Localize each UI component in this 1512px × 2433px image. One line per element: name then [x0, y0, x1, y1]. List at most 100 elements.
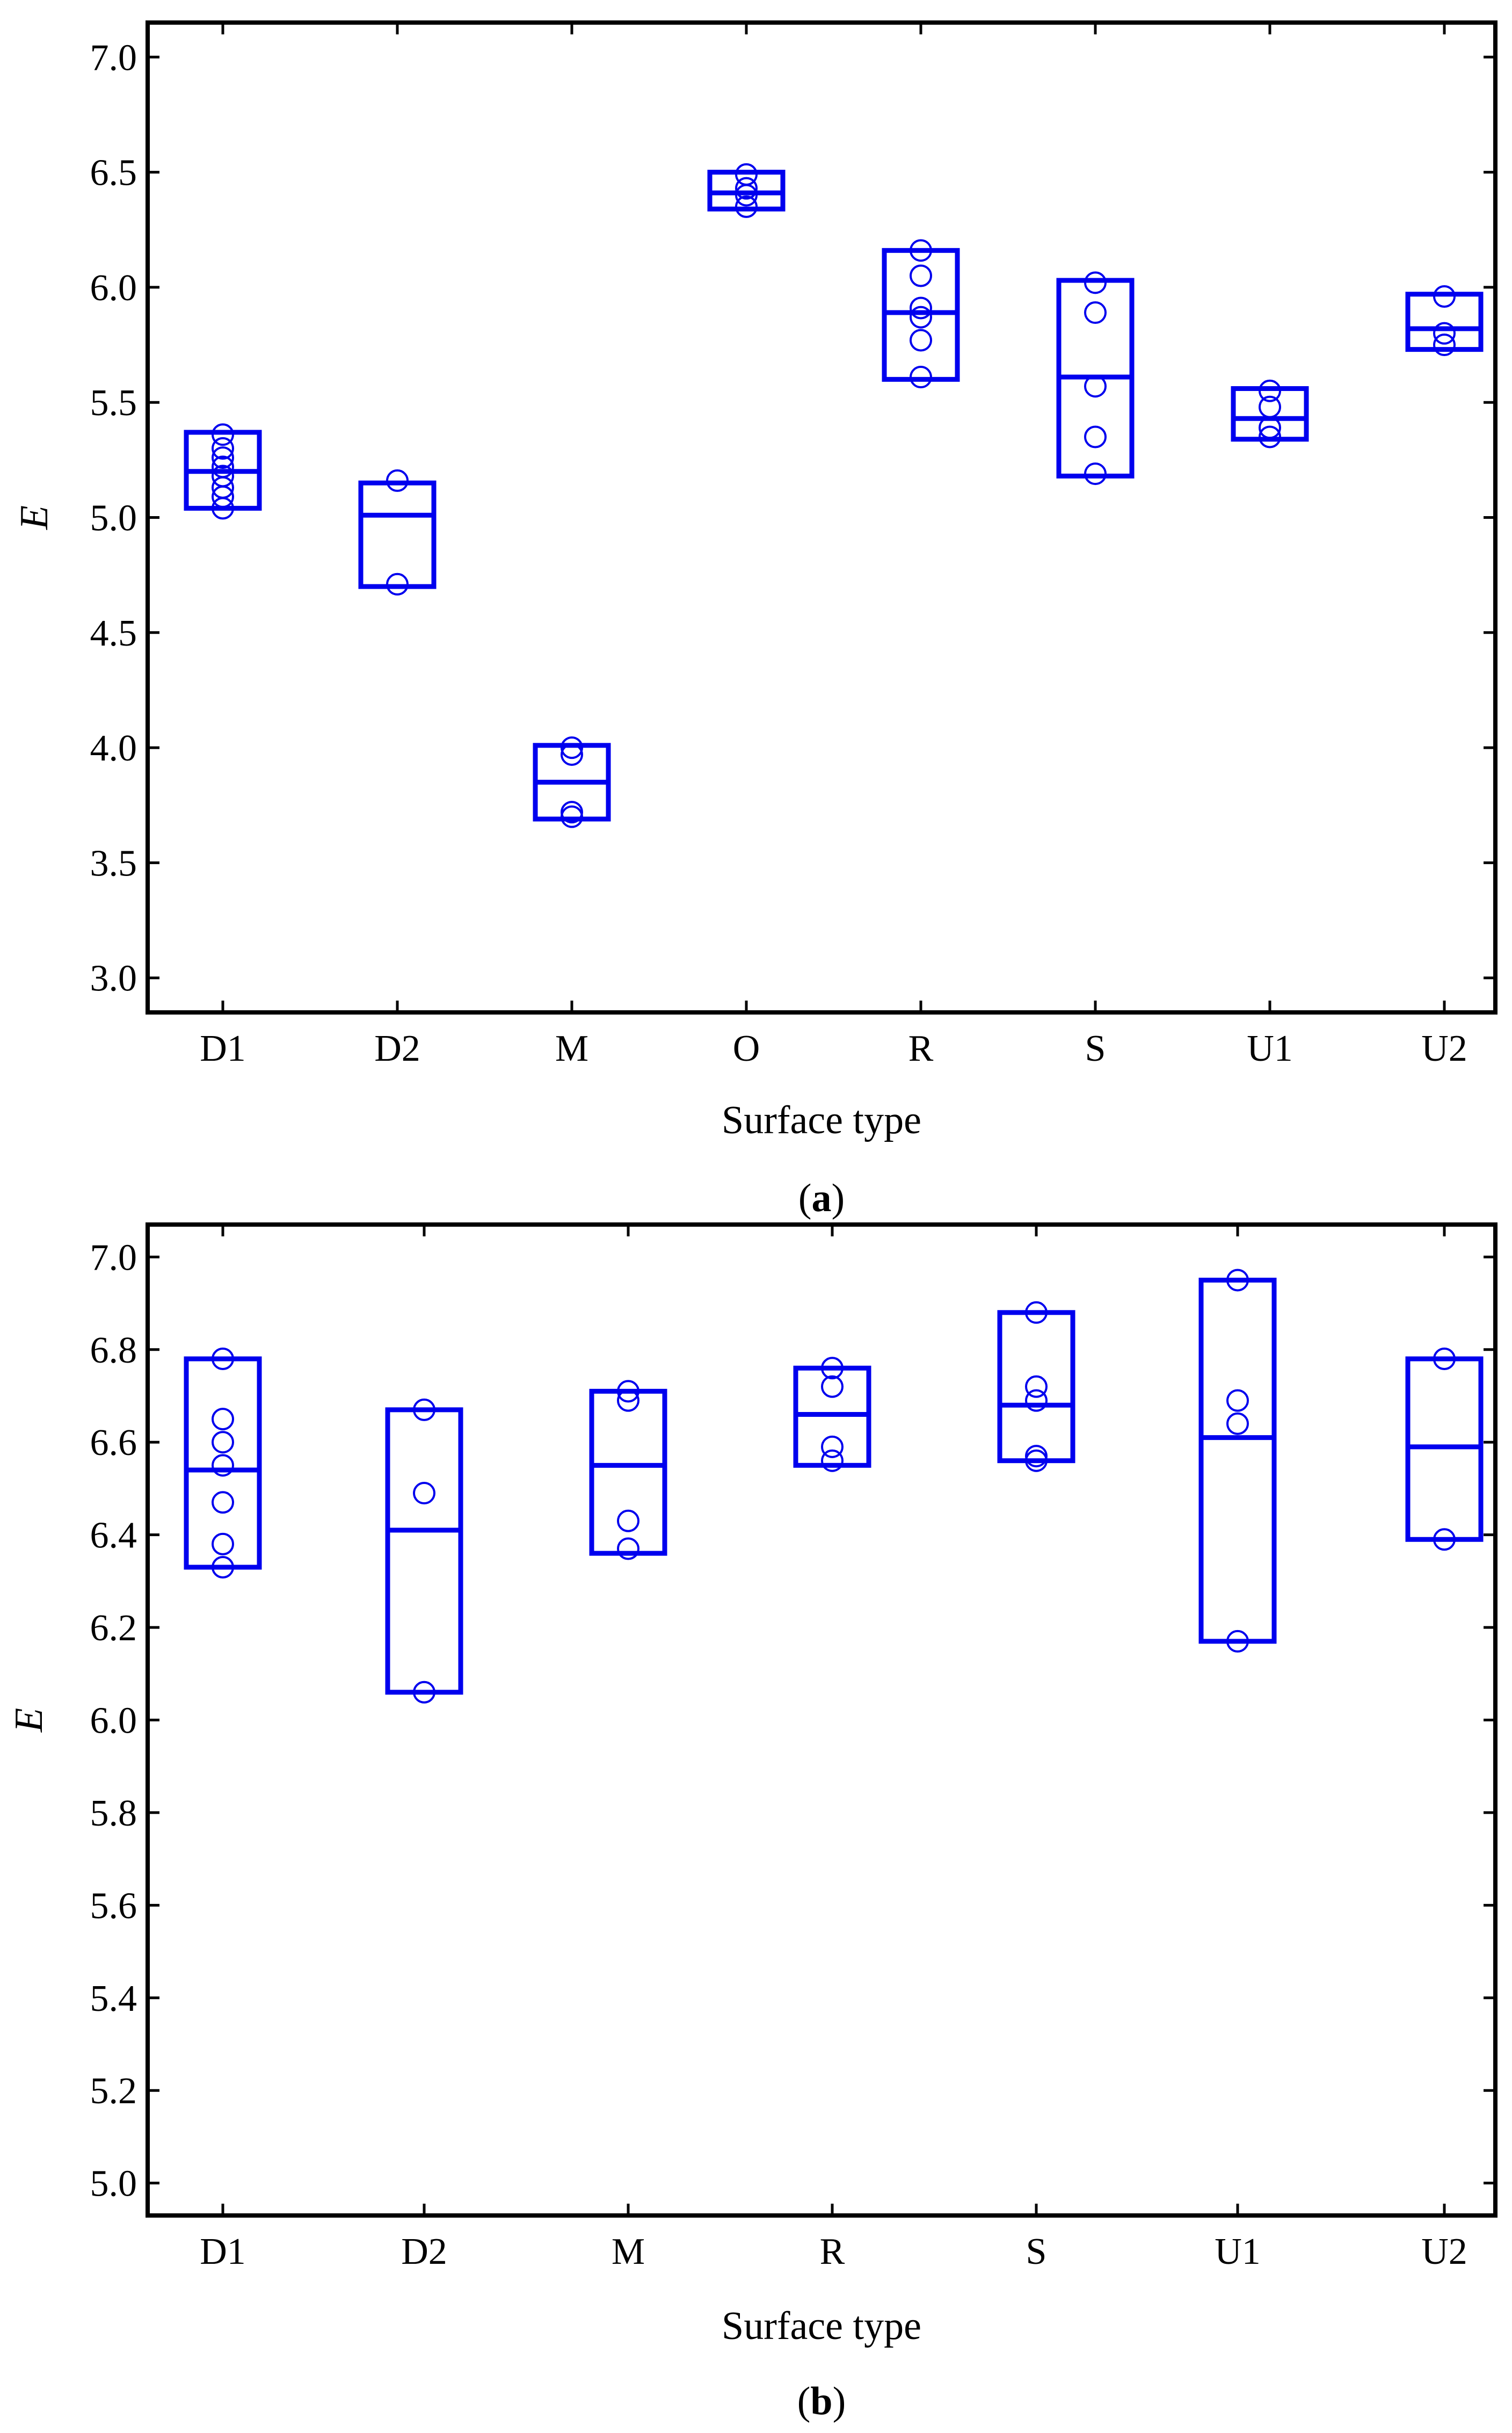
data-point	[212, 455, 234, 479]
x-tick-label: D2	[401, 2231, 447, 2272]
data-point	[735, 195, 758, 218]
data-point	[212, 1431, 234, 1454]
data-point	[1433, 1528, 1456, 1551]
box-D2	[385, 1407, 463, 1695]
data-point	[910, 329, 932, 352]
data-point	[1084, 271, 1107, 294]
y-tick-label: 5.6	[90, 1885, 137, 1927]
data-point	[212, 465, 234, 488]
data-point	[821, 1435, 844, 1458]
x-tick-label: M	[612, 2231, 645, 2272]
y-tick-label: 6.0	[90, 1700, 137, 1742]
x-tick-label: S	[1085, 1028, 1106, 1069]
box-U2	[1405, 292, 1484, 352]
y-tick-label: 5.5	[90, 382, 137, 424]
x-tick-label: U2	[1421, 1028, 1467, 1069]
data-point	[910, 306, 932, 329]
y-tick-label: 6.2	[90, 1607, 137, 1649]
y-axis-label: E	[12, 505, 56, 530]
data-point	[413, 1398, 435, 1421]
data-point	[1084, 425, 1107, 448]
data-point	[1226, 1630, 1249, 1653]
data-point	[1433, 1348, 1456, 1371]
data-point	[413, 1482, 435, 1505]
y-tick-label: 4.0	[90, 728, 137, 769]
panel-b-chart: 5.05.25.45.65.86.06.26.46.66.87.0D1 D2 M R S…	[7, 1222, 1498, 2423]
box-U1	[1231, 386, 1309, 442]
box-M	[589, 1388, 667, 1556]
data-point	[1259, 395, 1281, 418]
y-tick-label: 3.0	[90, 958, 137, 1000]
data-point	[1226, 1269, 1249, 1292]
data-point	[1025, 1375, 1048, 1398]
data-point	[821, 1375, 844, 1398]
data-point	[1084, 301, 1107, 324]
data-point	[910, 264, 932, 287]
data-point	[1433, 285, 1456, 308]
data-point	[821, 1357, 844, 1380]
data-point	[1259, 379, 1281, 402]
data-point	[910, 239, 932, 262]
data-point	[386, 469, 409, 492]
x-tick-label: D1	[200, 2231, 246, 2272]
box-U1	[1198, 1277, 1277, 1644]
y-tick-label: 6.8	[90, 1330, 137, 1371]
x-axis-label: Surface type	[722, 2304, 921, 2348]
box-S	[997, 1310, 1075, 1464]
x-axis-label: Surface type	[722, 1098, 921, 1142]
x-tick-label: D2	[374, 1028, 420, 1069]
y-tick-label: 6.0	[90, 267, 137, 309]
x-tick-label: M	[555, 1028, 588, 1069]
y-tick-label: 5.0	[90, 498, 137, 539]
data-point	[212, 1454, 234, 1477]
x-tick-label: O	[733, 1028, 760, 1069]
data-point	[413, 1681, 435, 1704]
data-point	[1084, 375, 1107, 398]
data-point	[1433, 322, 1456, 345]
y-tick-label: 4.5	[90, 613, 137, 654]
data-point	[1025, 1301, 1048, 1324]
y-tick-label: 5.4	[90, 1978, 137, 2019]
data-point	[1433, 334, 1456, 357]
data-point	[212, 446, 234, 469]
y-tick-label: 6.4	[90, 1515, 137, 1556]
x-tick-label: D1	[200, 1028, 246, 1069]
data-point	[617, 1537, 639, 1560]
x-tick-label: R	[820, 2231, 845, 2272]
data-point	[212, 1532, 234, 1555]
data-point	[617, 1389, 639, 1412]
data-point	[561, 743, 583, 766]
plot-frame	[146, 1222, 1498, 2218]
y-tick-label: 5.2	[90, 2070, 137, 2112]
y-tick-label: 7.0	[90, 37, 137, 78]
data-point	[212, 1348, 234, 1371]
box-D1	[184, 1356, 262, 1570]
data-point	[910, 366, 932, 389]
data-point	[212, 1491, 234, 1514]
data-point	[1259, 425, 1281, 448]
panel-a-chart: 3.0 3.5 4.0 4.5 5.0 5.5 6.0 6.5 7.0 D1 D2 M O R S U1 U2 S…	[12, 20, 1498, 1220]
y-tick-label: 6.5	[90, 153, 137, 194]
data-point	[212, 1555, 234, 1578]
y-tick-label: 3.5	[90, 843, 137, 884]
data-point	[1084, 462, 1107, 486]
data-point	[1025, 1445, 1048, 1468]
data-point	[1025, 1389, 1048, 1412]
data-point	[212, 1408, 234, 1431]
x-tick-label: U1	[1215, 2231, 1261, 2272]
data-point	[617, 1380, 639, 1403]
y-tick-label: 5.8	[90, 1793, 137, 1834]
panel-label: (b)	[797, 2379, 846, 2423]
data-point	[735, 163, 758, 186]
data-point	[561, 736, 583, 759]
y-tick-label: 7.0	[90, 1237, 137, 1278]
data-point	[1226, 1389, 1249, 1412]
data-point	[735, 177, 758, 200]
data-point	[212, 423, 234, 446]
data-point	[561, 801, 583, 824]
x-tick-label: U1	[1247, 1028, 1293, 1069]
x-tick-label: U2	[1421, 2231, 1467, 2272]
data-point	[821, 1449, 844, 1472]
data-point	[386, 573, 409, 596]
